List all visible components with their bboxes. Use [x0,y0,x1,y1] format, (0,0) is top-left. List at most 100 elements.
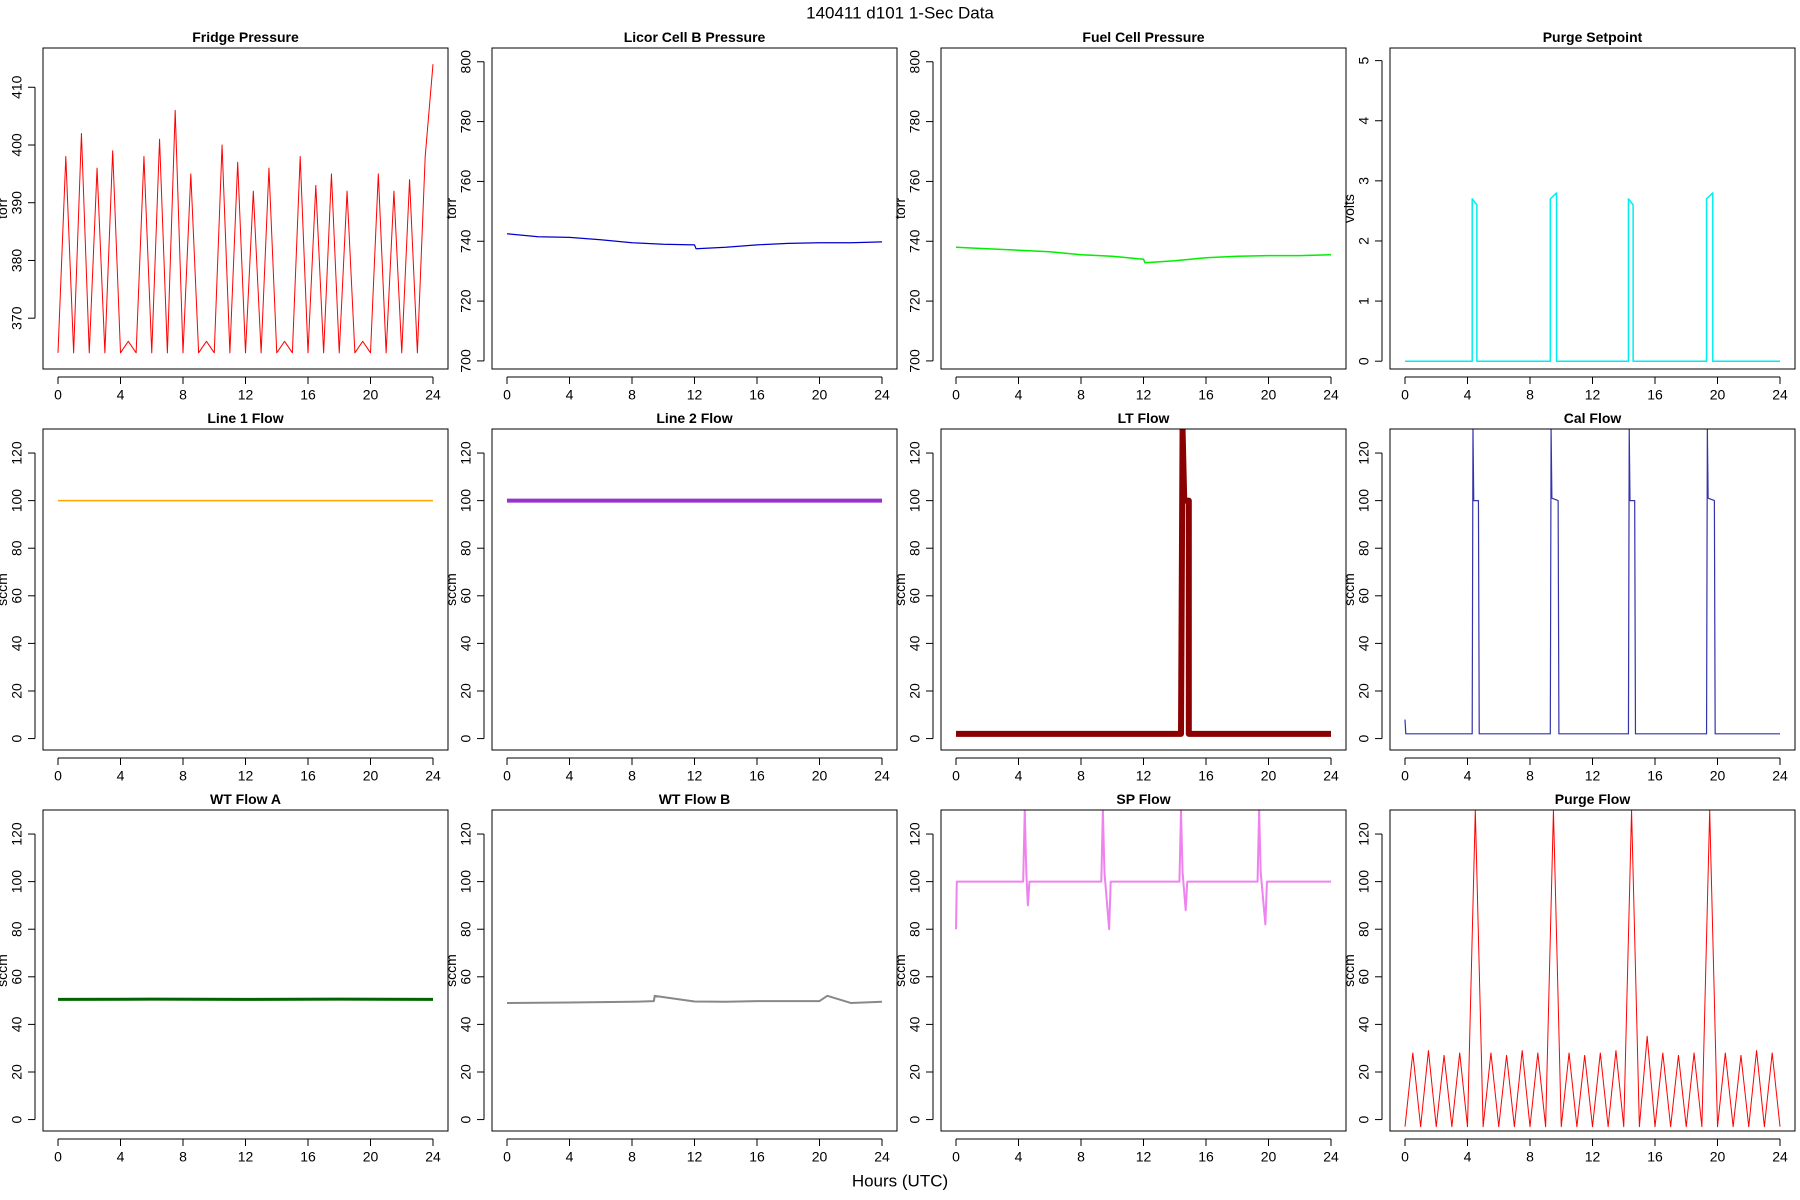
plot-data [1405,192,1780,362]
plot-frame [491,428,898,751]
x-tick-label: 24 [1323,387,1339,403]
x-tick-label: 4 [566,1149,574,1165]
y-tick-label: 60 [907,588,923,604]
y-tick-label: 100 [9,870,25,894]
x-tick-label: 12 [1585,768,1601,784]
x-tick-label: 20 [1710,768,1726,784]
y-tick-label: 20 [907,1064,923,1080]
plot-data [57,64,434,354]
x-tick-label: 4 [1464,387,1472,403]
x-tick-label: 16 [1198,768,1214,784]
y-tick-label: 100 [458,489,474,513]
x-tick-label: 12 [687,768,703,784]
y-tick-label: 720 [458,289,474,313]
y-tick-label: 390 [9,191,25,215]
y-tick-label: 40 [907,1016,923,1032]
x-tick-label: 20 [363,1149,379,1165]
y-tick-label: 40 [9,1016,25,1032]
y-tick-label: 800 [907,50,923,74]
y-tick-label: 40 [458,1016,474,1032]
y-axis-label: sccm [0,954,10,987]
y-tick-label: 760 [907,170,923,194]
y-axis-label: torr [443,198,459,219]
x-axis-label: Hours (UTC) [852,1171,948,1190]
x-tick-label: 12 [1585,387,1601,403]
data-line [955,246,1332,264]
y-tick-label: 100 [9,489,25,513]
y-tick-label: 120 [458,822,474,846]
plot-data [506,233,883,250]
y-tick-label: 80 [1356,921,1372,937]
x-tick-label: 4 [117,1149,125,1165]
x-tick-label: 4 [1464,768,1472,784]
x-tick-label: 0 [1401,768,1409,784]
y-tick-label: 120 [907,822,923,846]
y-tick-label: 0 [1356,734,1372,742]
x-tick-label: 20 [1710,387,1726,403]
x-tick-label: 8 [628,768,636,784]
y-tick-label: 80 [458,540,474,556]
plot-frame [1389,47,1796,370]
data-line [57,64,434,354]
y-tick-label: 0 [907,1115,923,1123]
plot-data [955,810,1331,931]
y-tick-label: 400 [9,133,25,157]
x-tick-label: 4 [566,768,574,784]
x-tick-label: 16 [300,1149,316,1165]
y-tick-label: 20 [458,1064,474,1080]
plot-frame [940,47,1347,370]
y-tick-label: 760 [458,170,474,194]
panel-title: Cal Flow [1564,410,1622,426]
x-tick-label: 8 [628,387,636,403]
x-tick-label: 0 [1401,387,1409,403]
plot-frame [940,809,1347,1132]
y-tick-label: 60 [907,969,923,985]
y-tick-label: 1 [1356,297,1372,305]
plot-frame [491,809,898,1132]
y-tick-label: 60 [458,588,474,604]
x-tick-label: 8 [1526,1149,1534,1165]
y-axis-label: sccm [892,954,908,987]
y-axis-label: torr [892,198,908,219]
y-tick-label: 60 [458,969,474,985]
y-tick-label: 80 [458,921,474,937]
x-tick-label: 4 [1015,768,1023,784]
y-tick-label: 20 [9,683,25,699]
plot-frame [42,428,449,751]
x-tick-label: 20 [1261,1149,1277,1165]
x-tick-label: 24 [874,1149,890,1165]
x-tick-label: 20 [1261,768,1277,784]
y-tick-label: 40 [907,635,923,651]
y-tick-label: 2 [1356,237,1372,245]
x-tick-label: 0 [54,768,62,784]
x-tick-label: 12 [238,768,254,784]
x-tick-label: 0 [503,387,511,403]
page-title: 140411 d101 1-Sec Data [806,3,994,22]
data-line [1405,192,1780,362]
y-tick-label: 0 [9,734,25,742]
x-tick-label: 16 [1198,387,1214,403]
panel-title: WT Flow A [210,791,281,807]
data-line [506,233,883,250]
x-tick-label: 20 [1261,387,1277,403]
x-tick-label: 12 [1136,387,1152,403]
y-tick-label: 0 [1356,1115,1372,1123]
y-tick-label: 20 [907,683,923,699]
x-tick-label: 24 [874,387,890,403]
x-tick-label: 4 [117,387,125,403]
y-axis-label: sccm [443,954,459,987]
x-tick-label: 0 [503,768,511,784]
plot-frame [491,47,898,370]
plot-data [1404,429,1780,735]
y-tick-label: 800 [458,50,474,74]
x-tick-label: 20 [363,768,379,784]
x-tick-label: 16 [1647,1149,1663,1165]
y-tick-label: 100 [907,870,923,894]
y-tick-label: 700 [458,349,474,373]
panel-title: Fridge Pressure [192,29,299,45]
y-tick-label: 20 [1356,1064,1372,1080]
x-tick-label: 8 [179,1149,187,1165]
x-tick-label: 20 [1710,1149,1726,1165]
panel-title: WT Flow B [659,791,731,807]
y-tick-label: 0 [907,734,923,742]
